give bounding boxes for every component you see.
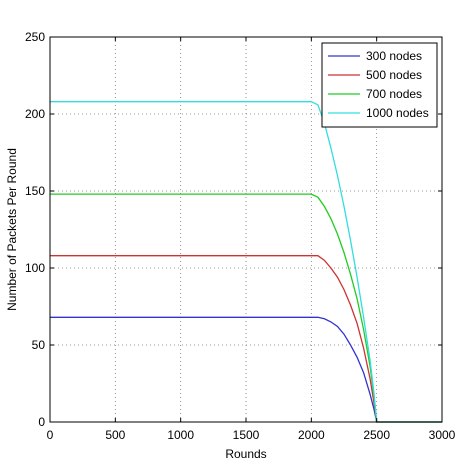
- x-tick-label: 2000: [298, 428, 325, 442]
- axis-ticks: 0 500 1000 1500 2000 2500 3000 0 50 100 150 200 250: [25, 30, 456, 442]
- y-tick-label: 0: [38, 415, 45, 429]
- x-tick-label: 1000: [167, 428, 194, 442]
- series-lines: [50, 101, 442, 423]
- x-tick-label: 0: [47, 428, 54, 442]
- x-tick-label: 2500: [363, 428, 390, 442]
- series-line: [50, 255, 442, 423]
- y-tick-label: 250: [25, 30, 45, 44]
- x-tick-label: 3000: [429, 428, 456, 442]
- y-tick-label: 200: [25, 107, 45, 121]
- x-tick-label: 1500: [233, 428, 260, 442]
- x-axis-label: Rounds: [225, 447, 266, 461]
- legend-label: 500 nodes: [366, 68, 422, 82]
- y-tick-label: 150: [25, 184, 45, 198]
- legend: 300 nodes 500 nodes 700 nodes 1000 nodes: [321, 42, 438, 128]
- legend-label: 1000 nodes: [366, 106, 429, 120]
- legend-label: 700 nodes: [366, 87, 422, 101]
- legend-label: 300 nodes: [366, 49, 422, 63]
- y-tick-label: 100: [25, 261, 45, 275]
- series-line: [50, 316, 442, 423]
- x-tick-label: 500: [105, 428, 125, 442]
- y-axis-label: Number of Packets Per Round: [5, 148, 19, 311]
- series-line: [50, 101, 442, 423]
- y-tick-label: 50: [32, 338, 46, 352]
